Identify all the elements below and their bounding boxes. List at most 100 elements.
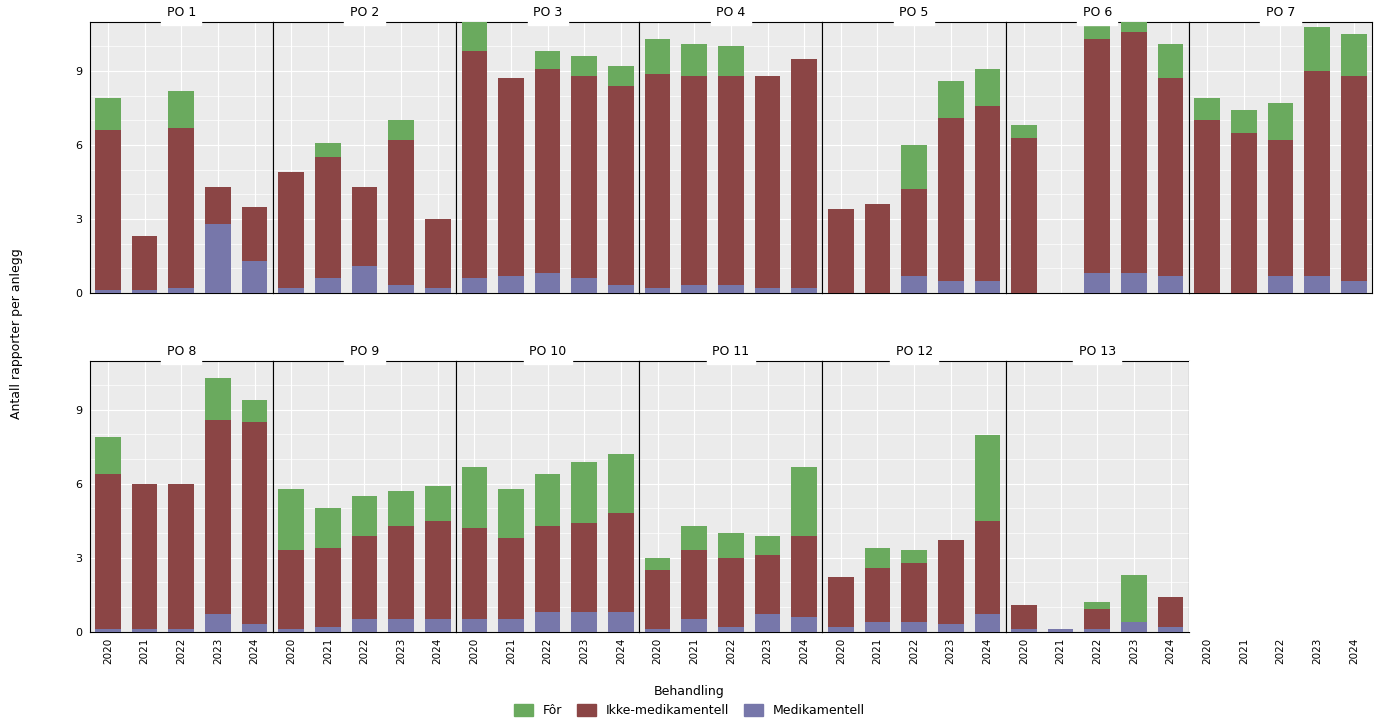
Bar: [792, 617, 816, 632]
Bar: [241, 261, 268, 293]
Bar: [608, 513, 634, 612]
Bar: [535, 612, 560, 632]
Bar: [425, 619, 451, 632]
Bar: [754, 288, 781, 293]
Bar: [1231, 110, 1256, 133]
Bar: [1267, 103, 1294, 140]
Bar: [754, 614, 781, 632]
Bar: [1305, 71, 1329, 276]
Bar: [1231, 133, 1256, 293]
Bar: [205, 187, 230, 224]
Bar: [314, 278, 341, 293]
Bar: [681, 550, 707, 619]
Bar: [95, 290, 121, 293]
Bar: [1158, 276, 1183, 293]
Bar: [1084, 273, 1110, 293]
Bar: [279, 629, 303, 632]
Bar: [1194, 121, 1220, 293]
Bar: [1158, 597, 1183, 627]
Bar: [168, 288, 194, 293]
Bar: [1011, 138, 1037, 293]
Bar: [827, 577, 854, 627]
Bar: [608, 612, 634, 632]
Bar: [718, 627, 743, 632]
Bar: [718, 533, 743, 558]
Bar: [608, 86, 634, 285]
Bar: [132, 236, 157, 290]
Bar: [535, 52, 560, 68]
Bar: [535, 474, 560, 526]
Bar: [938, 280, 964, 293]
Bar: [462, 619, 487, 632]
Bar: [1121, 575, 1147, 621]
Bar: [1011, 605, 1037, 629]
Bar: [462, 12, 487, 52]
Bar: [1158, 78, 1183, 276]
Bar: [241, 400, 268, 423]
Bar: [352, 187, 378, 266]
Bar: [241, 207, 268, 261]
Bar: [95, 474, 121, 629]
Bar: [95, 130, 121, 290]
Bar: [352, 536, 378, 619]
Title: PO 1: PO 1: [167, 7, 196, 19]
Bar: [571, 76, 597, 278]
Bar: [571, 278, 597, 293]
Bar: [498, 276, 524, 293]
Bar: [571, 57, 597, 76]
Title: PO 6: PO 6: [1083, 7, 1111, 19]
Bar: [1194, 98, 1220, 121]
Bar: [352, 266, 378, 293]
Bar: [279, 288, 303, 293]
Bar: [279, 550, 303, 629]
Bar: [1121, 273, 1147, 293]
Bar: [681, 44, 707, 76]
Bar: [1340, 280, 1367, 293]
Title: PO 4: PO 4: [716, 7, 746, 19]
Bar: [389, 140, 414, 285]
Bar: [241, 624, 268, 632]
Bar: [1158, 627, 1183, 632]
Bar: [389, 285, 414, 293]
Bar: [975, 434, 1000, 521]
Bar: [535, 273, 560, 293]
Bar: [498, 538, 524, 619]
Title: PO 8: PO 8: [167, 345, 196, 358]
Bar: [168, 91, 194, 128]
Bar: [132, 629, 157, 632]
Text: Antall rapporter per anlegg: Antall rapporter per anlegg: [10, 248, 23, 420]
Bar: [938, 540, 964, 624]
Bar: [792, 59, 816, 288]
Bar: [645, 73, 670, 288]
Bar: [938, 118, 964, 280]
Bar: [1267, 276, 1294, 293]
Bar: [352, 619, 378, 632]
Bar: [168, 128, 194, 288]
Bar: [462, 528, 487, 619]
Bar: [1084, 39, 1110, 273]
Bar: [1121, 32, 1147, 273]
Bar: [681, 285, 707, 293]
Bar: [1121, 621, 1147, 632]
Bar: [314, 142, 341, 158]
Bar: [1305, 27, 1329, 71]
Bar: [571, 612, 597, 632]
Bar: [1158, 44, 1183, 78]
Bar: [1084, 629, 1110, 632]
Bar: [425, 521, 451, 619]
Bar: [681, 76, 707, 285]
Bar: [279, 489, 303, 550]
Bar: [645, 288, 670, 293]
Bar: [1305, 276, 1329, 293]
Bar: [902, 621, 927, 632]
Bar: [168, 629, 194, 632]
Title: PO 2: PO 2: [350, 7, 379, 19]
Bar: [389, 619, 414, 632]
Bar: [425, 219, 451, 288]
Bar: [1084, 602, 1110, 609]
Bar: [975, 68, 1000, 105]
Bar: [571, 523, 597, 612]
Bar: [718, 285, 743, 293]
Bar: [314, 508, 341, 548]
Bar: [462, 467, 487, 528]
